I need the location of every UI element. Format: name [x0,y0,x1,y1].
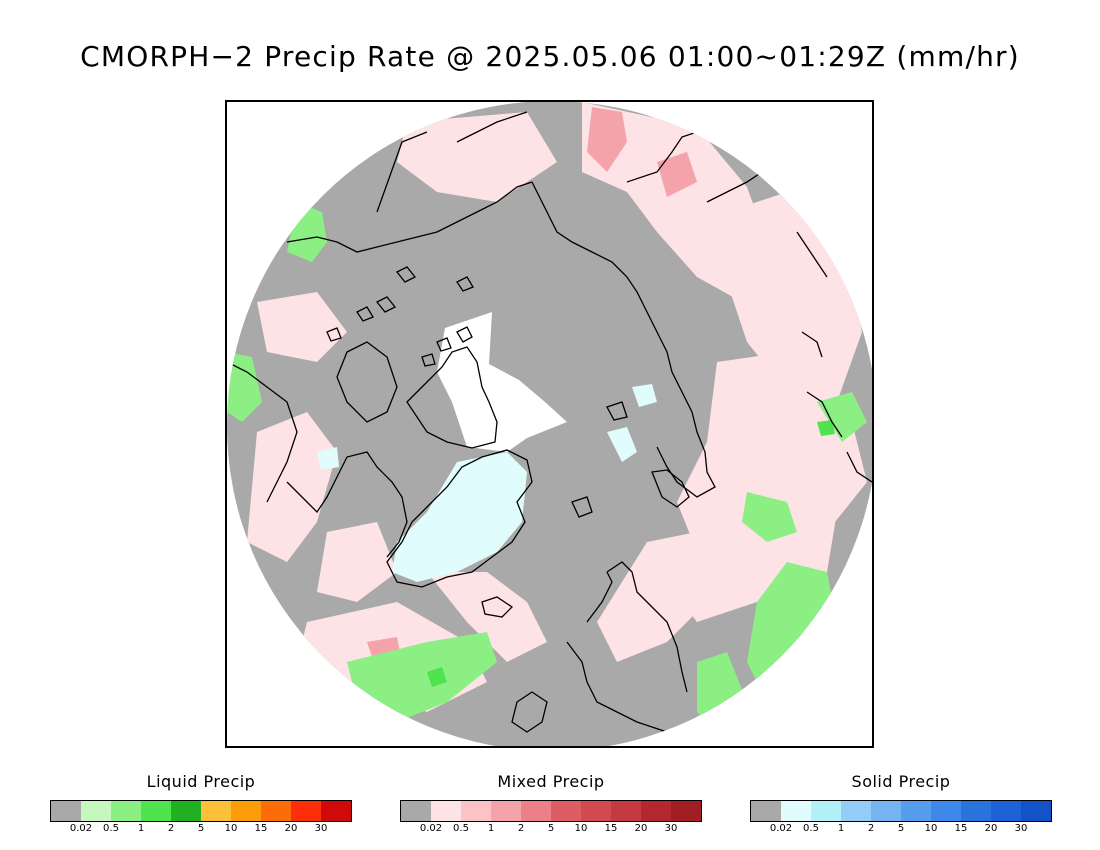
color-swatch [291,801,321,821]
color-swatch [671,801,701,821]
color-swatch [521,801,551,821]
tick-label: 0.02 [769,823,793,834]
legend-mixed: Mixed Precip 0.02 0.5 1 2 5 10 15 20 30 [400,772,702,836]
tick-label: 2 [517,823,525,834]
color-swatch [321,801,351,821]
color-swatch [111,801,141,821]
color-bar [400,800,702,822]
tick-label: 1 [837,823,845,834]
color-swatch [551,801,581,821]
color-swatch [51,801,81,821]
tick-label: 10 [574,823,588,834]
color-swatch [401,801,431,821]
color-swatch [141,801,171,821]
color-swatch [991,801,1021,821]
tick-label: 5 [897,823,905,834]
tick-label: 0.5 [103,823,119,834]
tick-label: 2 [167,823,175,834]
tick-label: 10 [224,823,238,834]
tick-label: 0.02 [69,823,93,834]
liquid-precip-moderate [427,420,835,687]
color-swatch [871,801,901,821]
color-swatch [931,801,961,821]
no-data-region [437,312,567,452]
color-swatch [201,801,231,821]
tick-label: 15 [604,823,618,834]
color-swatch [641,801,671,821]
tick-label: 15 [254,823,268,834]
tick-label: 1 [137,823,145,834]
legend-title: Liquid Precip [146,772,256,791]
tick-label: 30 [314,823,328,834]
color-swatch [581,801,611,821]
color-swatch [751,801,781,821]
tick-label: 0.5 [453,823,469,834]
solid-precip-areas [317,384,657,582]
tick-label: 5 [197,823,205,834]
polar-precip-map [227,102,872,746]
tick-label: 20 [984,823,998,834]
color-swatch [1021,801,1051,821]
tick-label: 30 [664,823,678,834]
tick-label: 20 [634,823,648,834]
tick-row: 0.02 0.5 1 2 5 10 15 20 30 [750,822,1052,836]
color-swatch [961,801,991,821]
color-swatch [431,801,461,821]
color-swatch [231,801,261,821]
tick-label: 0.02 [419,823,443,834]
map-title: CMORPH−2 Precip Rate @ 2025.05.06 01:00~… [80,40,1020,73]
tick-label: 15 [954,823,968,834]
color-bar [750,800,1052,822]
tick-label: 10 [924,823,938,834]
color-swatch [491,801,521,821]
color-swatch [841,801,871,821]
legend-solid: Solid Precip 0.02 0.5 1 2 5 10 15 20 30 [750,772,1052,836]
color-swatch [461,801,491,821]
legend-liquid: Liquid Precip 0.02 0.5 1 2 5 10 15 20 30 [50,772,352,836]
color-swatch [171,801,201,821]
tick-row: 0.02 0.5 1 2 5 10 15 20 30 [50,822,352,836]
color-swatch [811,801,841,821]
tick-label: 30 [1014,823,1028,834]
color-swatch [901,801,931,821]
tick-label: 5 [547,823,555,834]
map-frame [225,100,874,748]
coastlines [227,111,872,733]
color-swatch [781,801,811,821]
color-swatch [611,801,641,821]
color-bar [50,800,352,822]
tick-label: 20 [284,823,298,834]
tick-label: 2 [867,823,875,834]
tick-label: 1 [487,823,495,834]
legend-title: Solid Precip [851,772,951,791]
tick-label: 0.5 [803,823,819,834]
legend-title: Mixed Precip [497,772,605,791]
color-swatch [81,801,111,821]
color-swatch [261,801,291,821]
tick-row: 0.02 0.5 1 2 5 10 15 20 30 [400,822,702,836]
